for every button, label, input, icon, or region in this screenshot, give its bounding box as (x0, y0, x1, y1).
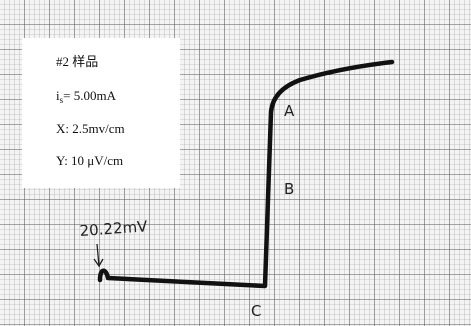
legend-y-scale: Y: 10 μV/cm (56, 153, 123, 168)
trace (97, 59, 395, 289)
legend-x-scale: X: 2.5mv/cm (56, 121, 125, 136)
legend-sample: #2 样品 (56, 54, 98, 69)
legend-current-rest: = 5.00mA (63, 88, 116, 103)
legend-current-main: i (56, 88, 60, 103)
legend-current: is= 5.00mA (56, 88, 117, 105)
legend-current-sub: s (60, 95, 64, 105)
legend-box (22, 38, 180, 188)
annotation-arrow (93, 243, 104, 268)
point-c: C (251, 302, 261, 320)
point-a: A (284, 102, 295, 120)
onset-annotation: 20.22mV (79, 217, 149, 240)
point-b: B (284, 180, 294, 198)
